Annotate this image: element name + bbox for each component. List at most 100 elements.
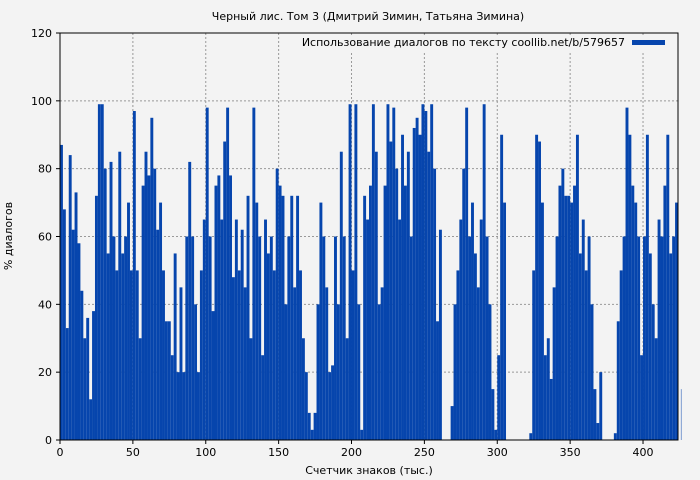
bar: [331, 365, 335, 440]
bar: [339, 151, 343, 441]
bar: [648, 253, 652, 440]
bar: [159, 202, 163, 440]
bar: [328, 372, 332, 440]
bar: [217, 175, 221, 440]
bar: [354, 104, 358, 440]
bar: [482, 104, 486, 440]
bar: [654, 338, 658, 440]
bar: [575, 134, 579, 440]
bar: [278, 185, 282, 440]
bar: [100, 104, 104, 440]
bar: [631, 185, 635, 440]
bar: [199, 270, 203, 440]
bar: [135, 270, 139, 440]
bar: [188, 161, 192, 440]
bar: [360, 429, 364, 440]
bar: [564, 195, 568, 440]
bar: [147, 175, 151, 440]
bar: [476, 287, 480, 440]
bar: [657, 219, 661, 440]
bar: [532, 270, 536, 440]
bar: [293, 287, 297, 440]
bar: [672, 236, 676, 440]
bar: [494, 429, 498, 440]
bar: [433, 168, 437, 440]
bar: [322, 236, 326, 440]
bar: [249, 338, 253, 440]
bar: [62, 209, 66, 440]
x-tick-label: 350: [560, 446, 581, 459]
bar: [555, 236, 559, 440]
bar: [179, 287, 183, 440]
bar: [310, 429, 314, 440]
bar: [456, 270, 460, 440]
bar: [202, 219, 206, 440]
bar: [453, 304, 457, 440]
bar: [640, 355, 644, 440]
bar: [264, 219, 267, 440]
bar: [418, 134, 422, 440]
bar: [86, 317, 90, 440]
x-tick-label: 400: [633, 446, 654, 459]
bar: [616, 321, 620, 440]
bar: [266, 253, 270, 440]
bar: [491, 389, 495, 440]
bar: [197, 372, 200, 440]
bar: [529, 433, 533, 440]
bar: [231, 277, 235, 440]
bar: [389, 141, 393, 441]
bar: [127, 202, 130, 440]
bar: [191, 236, 195, 440]
bar: [538, 141, 541, 441]
bar: [68, 155, 72, 440]
bar: [299, 270, 302, 440]
bar: [587, 236, 591, 440]
bar: [94, 195, 98, 440]
bar: [150, 117, 154, 441]
bar: [118, 151, 122, 441]
bar: [252, 107, 256, 440]
bars: [60, 104, 682, 441]
bar: [176, 372, 180, 440]
x-tick-label: 300: [487, 446, 508, 459]
bar: [234, 219, 238, 440]
chart-title: Черный лис. Том 3 (Дмитрий Зимин, Татьян…: [212, 10, 524, 23]
bar: [680, 389, 682, 440]
bar: [459, 219, 463, 440]
bar: [80, 290, 84, 440]
y-tick-label: 0: [45, 434, 52, 447]
bar: [540, 202, 544, 440]
bar: [622, 236, 626, 440]
bar: [584, 270, 588, 440]
bar: [71, 229, 75, 440]
x-tick-label: 50: [126, 446, 140, 459]
bar: [377, 304, 381, 440]
bar: [246, 195, 250, 440]
bar: [240, 229, 244, 440]
bar: [500, 134, 504, 440]
bar: [89, 399, 93, 440]
bar: [573, 185, 576, 440]
bar: [535, 134, 539, 440]
bar: [401, 134, 404, 440]
bar: [255, 202, 259, 440]
bar: [296, 195, 300, 440]
bar: [634, 202, 638, 440]
bar: [348, 104, 352, 440]
bar: [645, 134, 649, 440]
bar: [77, 243, 81, 440]
bar: [316, 304, 320, 440]
bar: [92, 311, 95, 440]
bar: [558, 185, 562, 440]
bar: [313, 412, 317, 440]
bar: [281, 195, 285, 440]
bar: [619, 270, 623, 440]
bar: [398, 219, 402, 440]
bar: [243, 287, 247, 440]
bar: [345, 338, 349, 440]
bar: [637, 236, 641, 440]
bar: [261, 355, 265, 440]
bar: [427, 151, 431, 441]
bar: [258, 236, 262, 440]
